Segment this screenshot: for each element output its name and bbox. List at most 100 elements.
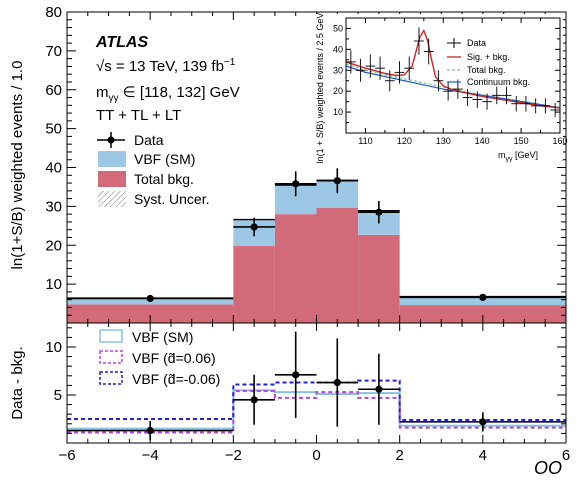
bkg-bar-0	[67, 304, 234, 323]
x-tick-labels: −6 −4 −2 0 2 4 6	[58, 447, 570, 464]
data-point-4	[375, 208, 383, 216]
energy-label: √s = 13 TeV, 139 fb−1	[96, 57, 236, 75]
ratio-panel: 5 10 Data - bkg. VBF (SM) VBF (d̃=0.06) V…	[9, 322, 567, 444]
inset-xtick-label-150: 150	[514, 136, 529, 146]
main-panel: 10 20 30 40 50 60 70 80 ln(1+S/B) weighted even…	[9, 4, 568, 324]
inset-x-axis-label: mγγ [GeV]	[498, 150, 538, 163]
main-y-ticks: 10 20 30 40 50 60 70 80	[45, 4, 566, 324]
x-tick-label-5: 4	[479, 447, 487, 464]
inset-xtick-label-120: 120	[397, 136, 412, 146]
main-ytick-label-20: 20	[45, 237, 62, 254]
ratio-data-point-5	[479, 418, 487, 426]
legend-bkg-label: Total bkg.	[134, 171, 194, 187]
inset-legend-item-data: Data	[447, 38, 486, 48]
main-ytick-label-50: 50	[45, 121, 62, 138]
legend-vbf-swatch	[98, 151, 126, 167]
ratio-data-point-0	[146, 426, 154, 435]
ratio-x-ticks	[66, 323, 567, 443]
ratio-data-point-2	[292, 371, 300, 379]
data-point-1	[250, 223, 258, 231]
inset-ytick-label-40: 40	[333, 44, 343, 54]
inset-legend-item-continuum: Continuum bkg.	[447, 77, 530, 87]
inset-legend-sig-label: Sig. + bkg.	[467, 52, 510, 62]
ratio-vbf-dneg-hist	[67, 379, 566, 421]
legend-item-bkg: Total bkg.	[98, 171, 194, 187]
inset-sig-bkg-curve	[345, 28, 561, 109]
ratio-y-axis-label: Data - bkg.	[9, 346, 26, 419]
inset-xtick-label-110: 110	[358, 136, 372, 146]
inset-data-points	[346, 27, 560, 117]
legend-syst-swatch	[98, 191, 126, 207]
x-tick-label-4: 2	[395, 447, 403, 464]
data-point-2	[292, 180, 300, 188]
main-stacked-bars	[67, 179, 566, 323]
inset-legend-total-label: Total bkg.	[467, 65, 506, 75]
inset-ytick-label-30: 30	[333, 65, 343, 75]
main-data-points	[67, 168, 566, 303]
ratio-data-point-4	[375, 385, 383, 393]
inset-frame	[345, 17, 561, 134]
x-tick-label-1: −4	[142, 447, 159, 464]
main-ytick-label-40: 40	[45, 160, 62, 177]
ratio-data-point-3	[333, 378, 341, 387]
legend-item-syst: Syst. Uncer.	[98, 191, 209, 207]
inset-ytick-label-10: 10	[333, 107, 343, 117]
ratio-legend-item-dpos: VBF (d̃=0.06)	[99, 350, 216, 366]
ratio-legend-dpos-swatch	[99, 350, 123, 364]
inset-total-bkg-curve	[345, 63, 561, 109]
inset-ytick-label-20: 20	[333, 86, 343, 96]
bkg-bar-1	[233, 246, 275, 323]
inset-xtick-label-160: 160	[552, 136, 567, 146]
x-tick-label-6: 6	[562, 447, 570, 464]
main-ytick-label-30: 30	[45, 198, 62, 215]
ratio-ytick-label-10: 10	[45, 339, 62, 356]
inset-legend: Data Sig. + bkg. Total bkg. Continuum bk…	[447, 38, 530, 87]
legend-syst-label: Syst. Uncer.	[134, 191, 209, 207]
bkg-bar-4	[358, 234, 400, 323]
x-axis-label: OO	[534, 458, 562, 478]
bkg-bar-2	[274, 214, 317, 323]
ratio-ytick-label-5: 5	[54, 387, 62, 404]
inset-legend-item-total: Total bkg.	[447, 65, 506, 75]
legend-bkg-swatch	[98, 171, 126, 187]
bkg-bar-3	[316, 207, 359, 323]
inset-ytick-label-50: 50	[333, 23, 343, 33]
inset-x-ticks: 110 120 130 140 150 160	[345, 18, 568, 146]
ratio-legend-item-sm: VBF (SM)	[99, 329, 193, 345]
inset-legend-continuum-label: Continuum bkg.	[467, 77, 530, 87]
data-point-5	[479, 293, 487, 301]
legend-item-vbf: VBF (SM)	[98, 151, 195, 167]
inset-curves	[345, 28, 561, 109]
bkg-bar-5	[399, 305, 566, 323]
x-tick-label-0: −6	[58, 447, 75, 464]
x-tick-label-3: 0	[312, 447, 320, 464]
ratio-legend: VBF (SM) VBF (d̃=0.06) VBF (d̃=-0.06)	[99, 329, 220, 387]
inset-xtick-label-130: 130	[436, 136, 451, 146]
experiment-label: ATLAS	[95, 34, 148, 51]
ratio-legend-sm-swatch	[99, 329, 123, 343]
ratio-legend-dneg-swatch	[99, 371, 123, 385]
inset-y-axis-label: ln(1 + S/B) weighted events / 2.5 GeV	[315, 13, 325, 164]
main-legend: Data VBF (SM) Total bkg. Syst. Uncer.	[97, 132, 209, 207]
legend-item-data: Data	[97, 132, 164, 148]
ratio-legend-dpos-label: VBF (d̃=0.06)	[132, 350, 216, 366]
ratio-data-points	[67, 331, 566, 441]
inset-panel: 10 20 30 40 50 110 120 130 140 150 160 ln(1 + S/B…	[314, 13, 568, 164]
ratio-legend-sm-label: VBF (SM)	[132, 329, 193, 345]
ratio-legend-dneg-label: VBF (d̃=-0.06)	[132, 371, 220, 387]
main-ytick-label-60: 60	[45, 82, 62, 99]
main-ytick-label-80: 80	[45, 4, 62, 21]
ratio-vbf-histograms	[67, 379, 566, 434]
ratio-data-point-1	[250, 396, 258, 404]
main-ytick-label-70: 70	[45, 43, 62, 60]
legend-data-label: Data	[134, 132, 164, 148]
mass-window-label: mγγ ∈ [118, 132] GeV	[96, 84, 240, 104]
inset-xtick-label-140: 140	[475, 136, 490, 146]
x-tick-label-2: −2	[225, 447, 242, 464]
main-ytick-label-10: 10	[45, 276, 62, 293]
data-point-0	[146, 294, 154, 303]
inset-legend-data-label: Data	[467, 38, 486, 48]
legend-data-marker	[107, 136, 115, 144]
